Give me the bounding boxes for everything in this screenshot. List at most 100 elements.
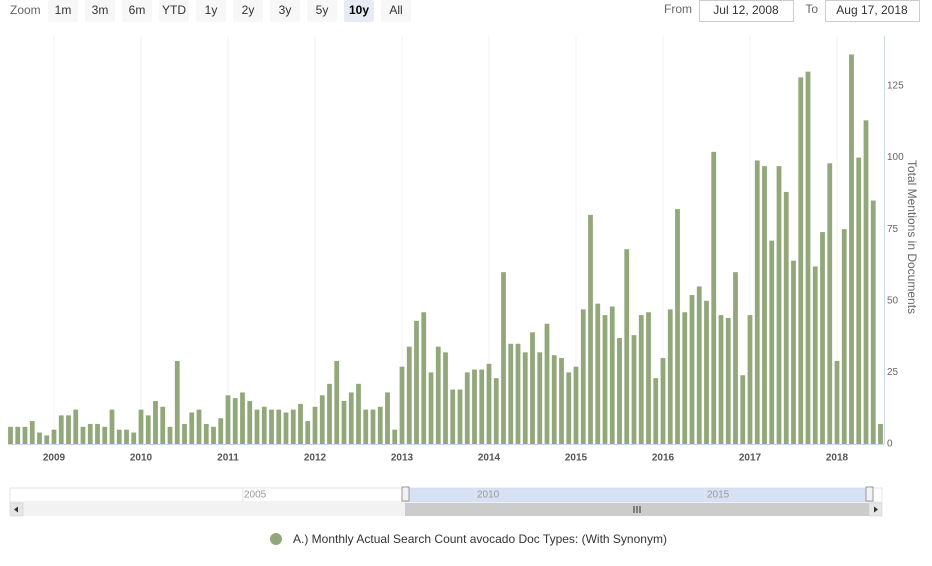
bar [624, 249, 630, 444]
bar [646, 312, 651, 444]
bar [740, 375, 746, 444]
bar [334, 360, 340, 444]
bar [479, 369, 485, 444]
bar [276, 409, 282, 444]
y-tick-label: 0 [887, 439, 893, 450]
zoom-button-label[interactable]: All [389, 3, 402, 17]
bar [602, 315, 608, 444]
bar [327, 383, 332, 444]
x-tick-label: 2010 [130, 453, 153, 464]
zoom-button[interactable] [196, 0, 226, 22]
zoom-label: Zoom [10, 3, 41, 17]
bar [776, 166, 782, 444]
bar [696, 286, 702, 444]
bar [37, 432, 42, 444]
zoom-button-label[interactable]: YTD [162, 3, 186, 17]
zoom-button[interactable] [159, 0, 189, 22]
navigator-selection[interactable] [405, 488, 869, 502]
zoom-button-label[interactable]: 10y [349, 3, 369, 17]
from-input[interactable] [699, 0, 794, 22]
bar [827, 163, 833, 445]
bar [109, 409, 115, 444]
zoom-button[interactable] [48, 0, 78, 22]
bar [472, 369, 477, 444]
zoom-button-label[interactable]: 5y [316, 3, 329, 17]
bar [399, 366, 405, 444]
bar [537, 352, 543, 444]
x-tick-label: 2014 [478, 453, 501, 464]
bar [73, 409, 79, 444]
bar [95, 423, 100, 444]
zoom-button[interactable] [270, 0, 300, 22]
bar [812, 266, 818, 444]
bar [849, 54, 854, 444]
from-value[interactable]: Jul 12, 2008 [713, 3, 779, 17]
zoom-button-label[interactable]: 6m [129, 3, 146, 17]
bar [66, 415, 71, 444]
bar [348, 392, 354, 444]
bar [182, 423, 187, 444]
scrollbar-arrow [874, 506, 878, 513]
zoom-button[interactable] [85, 0, 115, 22]
navigator-handle[interactable] [401, 486, 410, 502]
zoom-button-label[interactable]: 2y [242, 3, 255, 17]
to-input[interactable] [825, 0, 920, 22]
zoom-button-label[interactable]: 3y [279, 3, 292, 17]
zoom-button[interactable] [122, 0, 152, 22]
bar [232, 398, 238, 444]
bar [805, 71, 811, 445]
bar [15, 426, 21, 444]
bar [551, 355, 557, 444]
bar [457, 389, 463, 444]
bar [863, 120, 869, 444]
bar [377, 406, 383, 444]
bar [653, 378, 659, 444]
bar [51, 429, 57, 444]
y-axis-title: Total Mentions in Documents [905, 160, 919, 314]
x-tick-label: 2016 [652, 453, 675, 464]
bar [559, 358, 564, 444]
bar [530, 332, 535, 444]
bar [660, 358, 666, 444]
zoom-button[interactable] [233, 0, 263, 22]
scrollbar-grip [633, 506, 641, 513]
to-value[interactable]: Aug 17, 2018 [836, 3, 908, 17]
bar [595, 303, 601, 444]
bar [435, 346, 441, 444]
bar [116, 429, 122, 444]
bar [80, 426, 86, 444]
bar [414, 320, 419, 444]
zoom-button[interactable] [381, 0, 411, 22]
bar [486, 363, 492, 444]
y-tick-label: 125 [887, 81, 904, 92]
bar [791, 260, 796, 444]
bar [153, 401, 158, 444]
bar [769, 240, 775, 444]
bar [22, 426, 28, 444]
bar [617, 338, 622, 444]
bar [870, 200, 876, 444]
navigator-handle[interactable] [865, 486, 874, 502]
bar [428, 372, 434, 444]
zoom-button-label[interactable]: 3m [92, 3, 109, 17]
bar [131, 432, 137, 444]
legend-symbol[interactable] [270, 533, 282, 545]
zoom-button-label[interactable]: 1m [55, 3, 72, 17]
bar [841, 229, 847, 444]
bar [631, 335, 637, 444]
zoom-button[interactable] [344, 0, 374, 22]
bar [638, 315, 644, 444]
x-tick-label: 2015 [565, 453, 588, 464]
to-label: To [805, 2, 818, 16]
bar [283, 412, 289, 444]
bar [174, 360, 180, 444]
legend-label[interactable]: A.) Monthly Actual Search Count avocado … [293, 532, 667, 546]
zoom-button-label[interactable]: 1y [205, 3, 218, 17]
bar [443, 352, 448, 444]
bar [675, 209, 680, 444]
bar [718, 315, 724, 444]
bar [856, 157, 862, 445]
zoom-button[interactable] [307, 0, 337, 22]
bar [667, 309, 673, 444]
x-tick-label: 2018 [826, 453, 849, 464]
